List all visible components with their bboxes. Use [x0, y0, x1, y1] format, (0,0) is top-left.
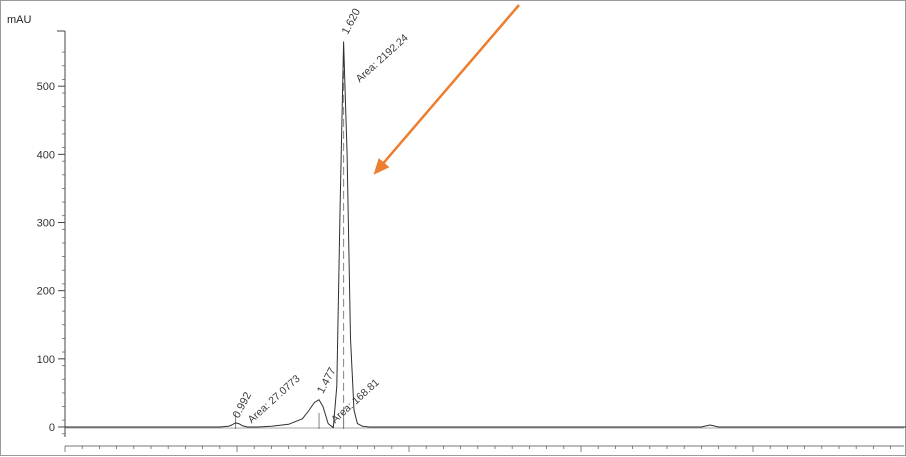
peak-rt-label: 1.477 [315, 366, 339, 396]
y-tick-label: 0 [49, 422, 55, 434]
y-tick-label: 100 [37, 354, 55, 366]
signal-trace [65, 41, 906, 429]
y-tick-label: 400 [37, 149, 55, 161]
peak-rt-label: 1.620 [340, 7, 364, 37]
signal-trace-layer [65, 41, 906, 429]
y-tick-label: 500 [37, 81, 55, 93]
peak-area-label: Area: 2192.24 [354, 32, 411, 85]
peak-area-label: Area: 27.0773 [246, 373, 303, 426]
y-tick-label: 300 [37, 218, 55, 230]
arrow-shaft [382, 4, 520, 164]
y-axis-ticks: 0 100 200 300 400 500 [37, 51, 65, 435]
peak-markers [235, 58, 345, 429]
y-tick-label: 200 [37, 286, 55, 298]
highlight-arrow [373, 4, 520, 175]
y-axis-unit-label: mAU [7, 14, 32, 26]
x-axis-ticks [64, 446, 891, 452]
arrow-head [373, 158, 390, 175]
chart-axes [57, 30, 904, 447]
